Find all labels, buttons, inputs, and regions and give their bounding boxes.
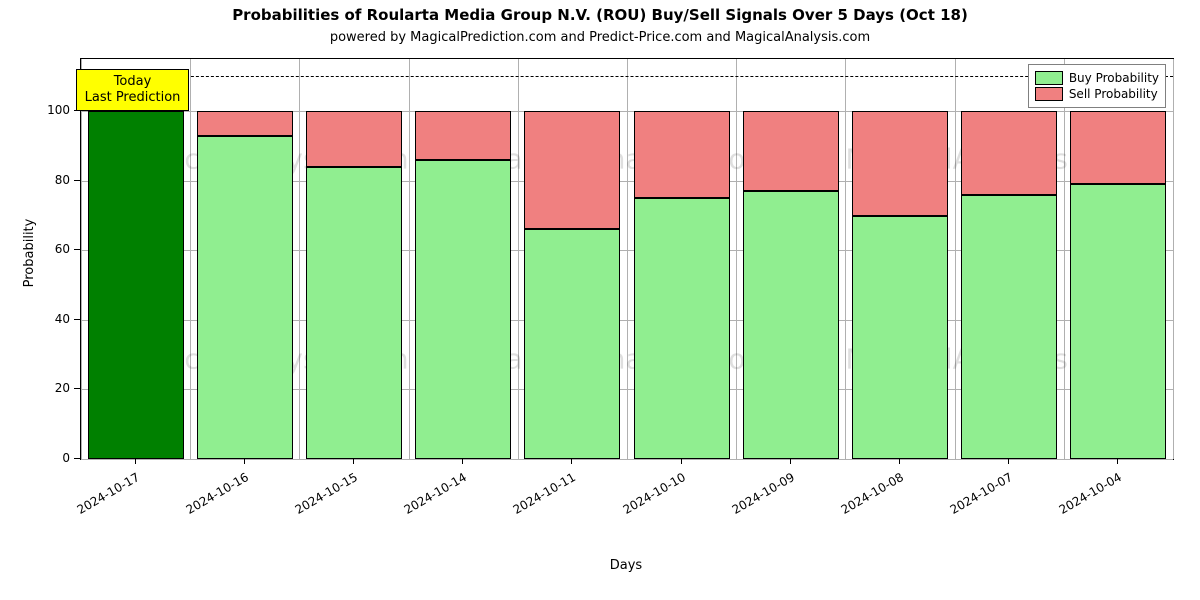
bar-sell	[524, 111, 620, 229]
grid-line-vertical	[1064, 59, 1065, 459]
y-tick-label: 20	[0, 381, 70, 395]
x-tick-label: 2024-10-09	[729, 470, 796, 517]
x-tick-mark	[462, 458, 463, 464]
bar-today	[88, 111, 184, 459]
x-tick-label: 2024-10-16	[183, 470, 250, 517]
x-tick-label: 2024-10-08	[839, 470, 906, 517]
y-tick-mark	[74, 388, 80, 389]
bar-sell	[415, 111, 511, 160]
legend-swatch	[1035, 87, 1063, 101]
legend: Buy Probability Sell Probability	[1028, 64, 1166, 108]
bar-sell	[743, 111, 839, 191]
x-tick-mark	[1117, 458, 1118, 464]
x-tick-label: 2024-10-14	[402, 470, 469, 517]
bar-buy	[634, 198, 730, 459]
x-tick-mark	[899, 458, 900, 464]
x-tick-mark	[135, 458, 136, 464]
bar-buy	[1070, 184, 1166, 459]
x-tick-mark	[244, 458, 245, 464]
today-annotation-line2: Last Prediction	[85, 90, 181, 106]
x-tick-mark	[571, 458, 572, 464]
y-tick-label: 0	[0, 451, 70, 465]
bar-sell	[306, 111, 402, 167]
y-tick-mark	[74, 319, 80, 320]
x-tick-label: 2024-10-11	[511, 470, 578, 517]
grid-line-vertical	[736, 59, 737, 459]
bar-buy	[415, 160, 511, 459]
bar-sell	[634, 111, 730, 198]
y-tick-label: 40	[0, 312, 70, 326]
bar-sell	[1070, 111, 1166, 184]
threshold-line	[81, 76, 1173, 77]
bar-buy	[306, 167, 402, 459]
chart-subtitle: powered by MagicalPrediction.com and Pre…	[0, 30, 1200, 45]
x-tick-mark	[790, 458, 791, 464]
grid-line-vertical	[518, 59, 519, 459]
grid-line-vertical	[845, 59, 846, 459]
grid-line-vertical	[81, 59, 82, 459]
grid-line-vertical	[299, 59, 300, 459]
x-tick-label: 2024-10-15	[293, 470, 360, 517]
chart-title: Probabilities of Roularta Media Group N.…	[0, 6, 1200, 24]
y-tick-mark	[74, 458, 80, 459]
grid-line-vertical	[1173, 59, 1174, 459]
bar-sell	[197, 111, 293, 135]
legend-item: Buy Probability	[1035, 71, 1159, 85]
grid-line-vertical	[627, 59, 628, 459]
grid-line-vertical	[409, 59, 410, 459]
bar-sell	[961, 111, 1057, 194]
legend-swatch	[1035, 71, 1063, 85]
x-tick-mark	[681, 458, 682, 464]
x-tick-mark	[353, 458, 354, 464]
y-tick-mark	[74, 180, 80, 181]
y-tick-mark	[74, 110, 80, 111]
today-annotation-line1: Today	[85, 74, 181, 90]
grid-line-vertical	[190, 59, 191, 459]
plot-area: MagicalAnalysis.comMagicalAnalysis.comMa…	[80, 58, 1174, 460]
x-tick-mark	[1008, 458, 1009, 464]
today-annotation: TodayLast Prediction	[76, 69, 190, 110]
bar-buy	[961, 195, 1057, 459]
chart-container: Probabilities of Roularta Media Group N.…	[0, 0, 1200, 600]
y-tick-label: 60	[0, 242, 70, 256]
x-axis-label: Days	[80, 558, 1172, 573]
x-tick-label: 2024-10-17	[74, 470, 141, 517]
bar-buy	[743, 191, 839, 459]
bar-sell	[852, 111, 948, 215]
x-tick-label: 2024-10-07	[948, 470, 1015, 517]
legend-label: Buy Probability	[1069, 71, 1159, 85]
bar-buy	[524, 229, 620, 459]
y-tick-mark	[74, 249, 80, 250]
bar-buy	[852, 216, 948, 459]
x-tick-label: 2024-10-04	[1057, 470, 1124, 517]
x-tick-label: 2024-10-10	[620, 470, 687, 517]
y-tick-label: 100	[0, 103, 70, 117]
bar-buy	[197, 136, 293, 459]
grid-line-horizontal	[81, 459, 1173, 460]
y-tick-label: 80	[0, 173, 70, 187]
legend-item: Sell Probability	[1035, 87, 1159, 101]
grid-line-vertical	[955, 59, 956, 459]
legend-label: Sell Probability	[1069, 87, 1158, 101]
